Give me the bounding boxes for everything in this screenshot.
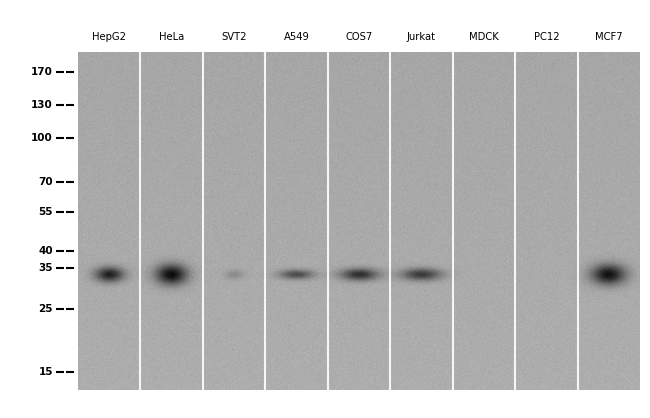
Text: 130: 130 bbox=[31, 100, 53, 110]
Text: 15: 15 bbox=[38, 367, 53, 377]
Text: Jurkat: Jurkat bbox=[407, 32, 436, 42]
Text: 100: 100 bbox=[31, 133, 53, 143]
Text: PC12: PC12 bbox=[534, 32, 559, 42]
Text: 55: 55 bbox=[38, 206, 53, 217]
Text: 170: 170 bbox=[31, 67, 53, 77]
Text: A549: A549 bbox=[283, 32, 309, 42]
Text: 40: 40 bbox=[38, 246, 53, 256]
Text: 25: 25 bbox=[38, 304, 53, 314]
Text: SVT2: SVT2 bbox=[222, 32, 247, 42]
Text: 35: 35 bbox=[38, 263, 53, 273]
Text: MDCK: MDCK bbox=[469, 32, 499, 42]
Text: 70: 70 bbox=[38, 177, 53, 187]
Text: HeLa: HeLa bbox=[159, 32, 185, 42]
Text: HepG2: HepG2 bbox=[92, 32, 126, 42]
Text: MCF7: MCF7 bbox=[595, 32, 623, 42]
Text: COS7: COS7 bbox=[345, 32, 372, 42]
